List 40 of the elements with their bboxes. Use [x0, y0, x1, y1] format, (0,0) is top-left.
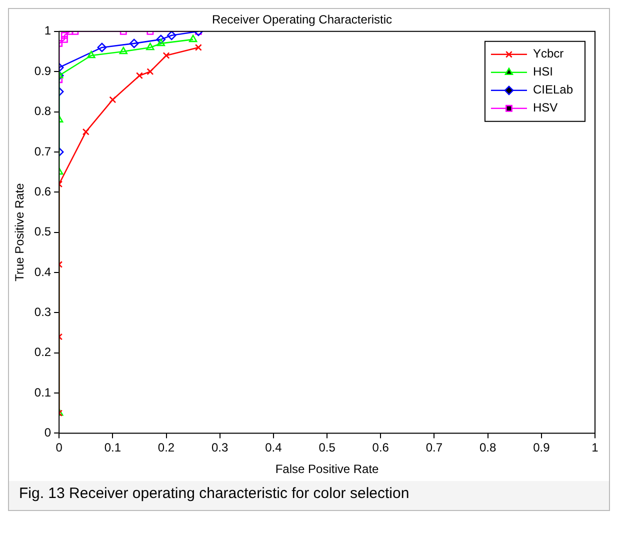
y-tick-label: 0.6 — [34, 184, 52, 198]
point — [109, 96, 116, 104]
legend-label: CIELab — [532, 82, 574, 97]
x-tick-label: 0 — [56, 440, 63, 455]
x-tick-label: 0.2 — [158, 440, 175, 455]
y-tick-label: 0.7 — [34, 144, 52, 158]
y-tick-label: 0 — [44, 426, 52, 440]
point — [119, 46, 128, 54]
point — [194, 44, 202, 51]
x-tick-label: 0.6 — [372, 440, 390, 455]
y-tick-label: 0.1 — [34, 385, 52, 400]
point — [156, 38, 166, 46]
x-tick-label: 0.1 — [104, 440, 122, 455]
legend-label: Ycbcr — [532, 46, 564, 61]
x-tick-label: 0.5 — [318, 440, 336, 455]
x-tick-label: 0.8 — [479, 440, 496, 455]
x-tick-label: 0.4 — [265, 440, 282, 455]
y-tick-label: 0.3 — [34, 304, 52, 319]
x-tick-label: 0.3 — [212, 440, 229, 455]
y-tick-label: 0.5 — [34, 224, 52, 239]
x-tick-label: 1 — [592, 440, 599, 455]
y-tick-label: 0.8 — [34, 104, 52, 118]
chart-title: Receiver Operating Characteristic — [212, 12, 392, 27]
x-tick-label: 0.7 — [426, 440, 443, 455]
legend-label: HSI — [532, 64, 553, 79]
point — [146, 42, 154, 50]
point — [87, 50, 96, 58]
y-axis-title: True Positive Rate — [12, 182, 27, 282]
point — [146, 68, 154, 76]
y-tick-label: 0.9 — [34, 64, 52, 78]
y-tick-label: 0.4 — [34, 264, 52, 279]
y-tick-label: 0.2 — [34, 345, 52, 360]
point — [136, 72, 143, 80]
x-axis-title: False Positive Rate — [275, 462, 380, 476]
x-tick-label: 0.9 — [533, 440, 550, 455]
point — [162, 52, 170, 59]
caption: Fig. 13 Receiver operating characteristic for color selection — [9, 481, 609, 510]
point — [188, 34, 198, 42]
legend-label: HSV — [532, 100, 558, 115]
y-tick-label: 1 — [44, 24, 52, 38]
